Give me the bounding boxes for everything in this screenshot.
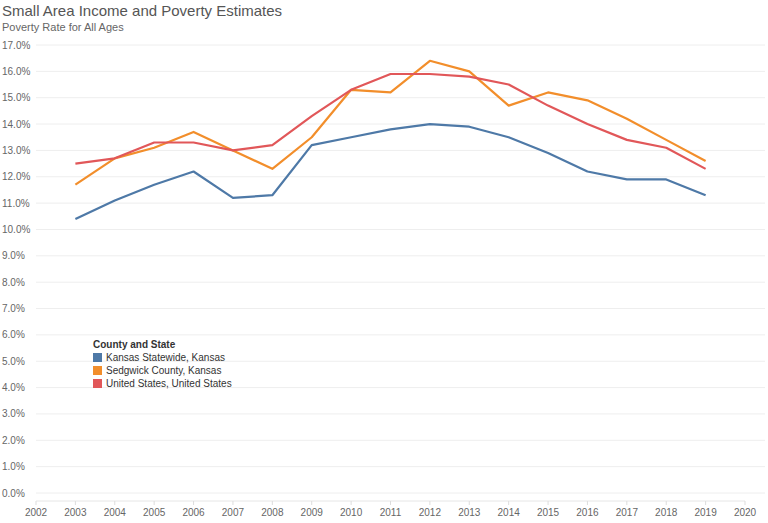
x-tick-label: 2006 xyxy=(182,507,205,518)
x-tick xyxy=(508,501,509,505)
series-line xyxy=(75,124,705,219)
y-tick-label: 12.0% xyxy=(2,171,30,182)
y-tick-label: 5.0% xyxy=(2,356,25,367)
x-tick xyxy=(548,501,549,505)
y-tick-label: 16.0% xyxy=(2,66,30,77)
y-tick-label: 17.0% xyxy=(2,40,30,51)
x-tick-label: 2011 xyxy=(380,507,402,518)
y-tick-label: 0.0% xyxy=(2,488,25,499)
legend-label: Sedgwick County, Kansas xyxy=(106,365,221,376)
grid-line xyxy=(36,203,765,204)
legend-title: County and State xyxy=(93,339,176,350)
legend: County and State Kansas Statewide, Kansas… xyxy=(93,339,232,389)
grid-line xyxy=(36,229,765,230)
x-tick-label: 2017 xyxy=(616,507,639,518)
x-tick xyxy=(36,501,37,505)
grid-line xyxy=(36,282,765,283)
x-tick xyxy=(626,501,627,505)
x-tick-label: 2007 xyxy=(222,507,245,518)
x-tick xyxy=(429,501,430,505)
series-line xyxy=(75,61,705,185)
x-tick xyxy=(351,501,352,505)
y-tick-label: 6.0% xyxy=(2,329,25,340)
x-tick-label: 2012 xyxy=(419,507,442,518)
series-line xyxy=(75,74,705,169)
x-tick xyxy=(193,501,194,505)
grid-line xyxy=(36,97,765,98)
grid-line xyxy=(36,176,765,177)
y-tick-label: 7.0% xyxy=(2,303,25,314)
x-tick xyxy=(390,501,391,505)
x-tick-label: 2005 xyxy=(143,507,166,518)
x-tick-label: 2016 xyxy=(576,507,599,518)
y-tick-label: 4.0% xyxy=(2,382,25,393)
y-tick-label: 8.0% xyxy=(2,277,25,288)
plot-area xyxy=(75,61,705,219)
x-tick-label: 2014 xyxy=(498,507,521,518)
grid-line xyxy=(36,334,765,335)
legend-swatch xyxy=(93,353,102,362)
x-tick xyxy=(469,501,470,505)
x-tick-label: 2019 xyxy=(694,507,717,518)
x-tick-label: 2008 xyxy=(261,507,284,518)
y-tick-label: 3.0% xyxy=(2,408,25,419)
y-tick-label: 10.0% xyxy=(2,224,30,235)
x-tick-label: 2004 xyxy=(104,507,127,518)
x-tick-label: 2020 xyxy=(734,507,757,518)
x-tick xyxy=(705,501,706,505)
y-tick-label: 11.0% xyxy=(2,198,30,209)
y-tick-label: 2.0% xyxy=(2,435,25,446)
y-tick-label: 15.0% xyxy=(2,92,30,103)
legend-label: Kansas Statewide, Kansas xyxy=(106,352,225,363)
grid-line xyxy=(36,466,765,467)
grid-line xyxy=(36,493,765,494)
grid-line xyxy=(36,71,765,72)
x-tick-label: 2015 xyxy=(537,507,560,518)
legend-label: United States, United States xyxy=(106,378,232,389)
x-tick xyxy=(587,501,588,505)
subtitle: Poverty Rate for All Ages xyxy=(2,21,124,33)
grid-line xyxy=(36,440,765,441)
x-tick xyxy=(75,501,76,505)
grid-line xyxy=(36,308,765,309)
legend-swatch xyxy=(93,366,102,375)
y-tick-label: 1.0% xyxy=(2,461,25,472)
x-tick xyxy=(745,501,746,505)
x-tick-label: 2018 xyxy=(655,507,678,518)
x-tick-label: 2002 xyxy=(25,507,48,518)
y-tick-label: 13.0% xyxy=(2,145,30,156)
x-tick xyxy=(114,501,115,505)
x-tick-label: 2003 xyxy=(64,507,87,518)
x-tick xyxy=(311,501,312,505)
legend-swatch xyxy=(93,379,102,388)
x-tick xyxy=(154,501,155,505)
x-tick-label: 2013 xyxy=(458,507,481,518)
x-tick xyxy=(666,501,667,505)
grid-line xyxy=(36,124,765,125)
chart: Small Area Income and Poverty Estimates P… xyxy=(0,0,768,523)
x-tick xyxy=(232,501,233,505)
y-tick-label: 14.0% xyxy=(2,119,30,130)
x-tick-label: 2009 xyxy=(301,507,324,518)
title: Small Area Income and Poverty Estimates xyxy=(2,2,282,19)
grid-line xyxy=(36,413,765,414)
grid-line xyxy=(36,255,765,256)
grid-line xyxy=(36,45,765,46)
x-tick xyxy=(272,501,273,505)
x-tick-label: 2010 xyxy=(340,507,363,518)
y-tick-label: 9.0% xyxy=(2,250,25,261)
